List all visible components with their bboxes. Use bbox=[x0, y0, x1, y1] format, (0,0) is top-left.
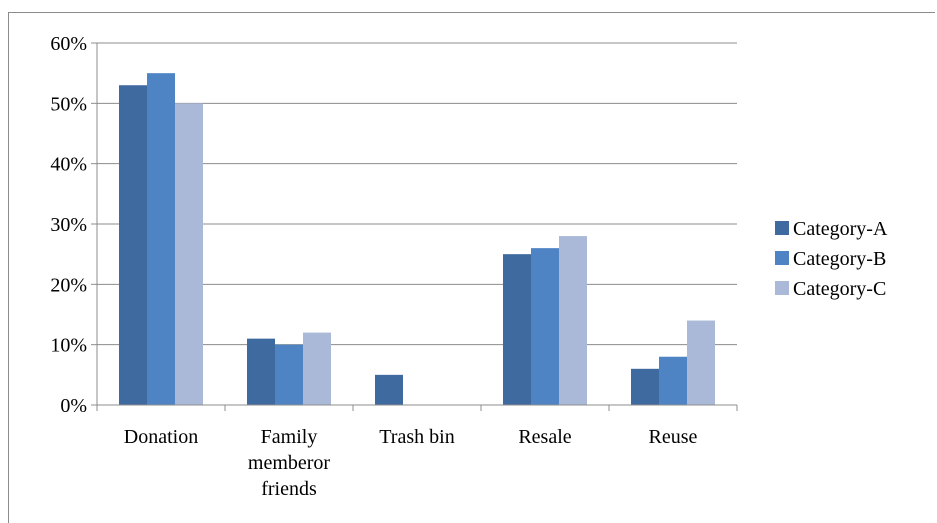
x-tick-label-line: Reuse bbox=[649, 426, 698, 448]
bar bbox=[247, 338, 275, 405]
chart-frame bbox=[8, 12, 935, 523]
legend-label: Category-C bbox=[793, 278, 886, 300]
y-tick-label: 30% bbox=[50, 214, 87, 236]
x-tick-label-line: Family bbox=[261, 426, 318, 448]
bar bbox=[275, 344, 303, 405]
bar bbox=[631, 368, 659, 405]
y-tick-label: 40% bbox=[50, 154, 87, 176]
bar bbox=[303, 332, 331, 405]
y-tick-label: 10% bbox=[50, 335, 87, 357]
x-tick-label: Resale bbox=[518, 426, 571, 448]
y-tick-label: 0% bbox=[60, 395, 87, 417]
legend-swatch bbox=[775, 281, 789, 295]
bar bbox=[559, 236, 587, 405]
x-tick-label: Trash bin bbox=[379, 426, 454, 448]
x-tick-label-line: Trash bin bbox=[379, 426, 454, 448]
bar bbox=[375, 374, 403, 405]
y-tick-labels: 0% 10% 20% 30% 40% 50% 60% bbox=[50, 33, 87, 417]
gridlines bbox=[97, 42, 737, 346]
legend-swatch bbox=[775, 251, 789, 265]
legend-label: Category-A bbox=[793, 218, 888, 240]
x-tick-label: Family memberor friends bbox=[248, 426, 331, 500]
x-tick-labels: Donation Family memberor friends Trash bin Re… bbox=[124, 426, 698, 500]
x-tick-label: Reuse bbox=[649, 426, 698, 448]
x-tick-label-line: friends bbox=[261, 478, 317, 500]
legend: Category-A Category-B Category-C bbox=[775, 218, 888, 300]
bars bbox=[119, 73, 715, 406]
x-tick-label: Donation bbox=[124, 426, 198, 448]
bar bbox=[531, 248, 559, 405]
y-tick-label: 60% bbox=[50, 33, 87, 55]
y-tick-label: 20% bbox=[50, 274, 87, 296]
bar bbox=[175, 103, 203, 405]
bar bbox=[659, 356, 687, 405]
legend-swatch bbox=[775, 221, 789, 235]
bar bbox=[147, 73, 175, 406]
bar bbox=[687, 320, 715, 405]
bar bbox=[503, 254, 531, 405]
x-tick-label-line: memberor bbox=[248, 452, 331, 474]
x-tick-label-line: Resale bbox=[518, 426, 571, 448]
bar bbox=[119, 85, 147, 405]
axes bbox=[91, 42, 738, 411]
legend-label: Category-B bbox=[793, 248, 886, 270]
y-tick-label: 50% bbox=[50, 93, 87, 115]
x-tick-label-line: Donation bbox=[124, 426, 198, 448]
